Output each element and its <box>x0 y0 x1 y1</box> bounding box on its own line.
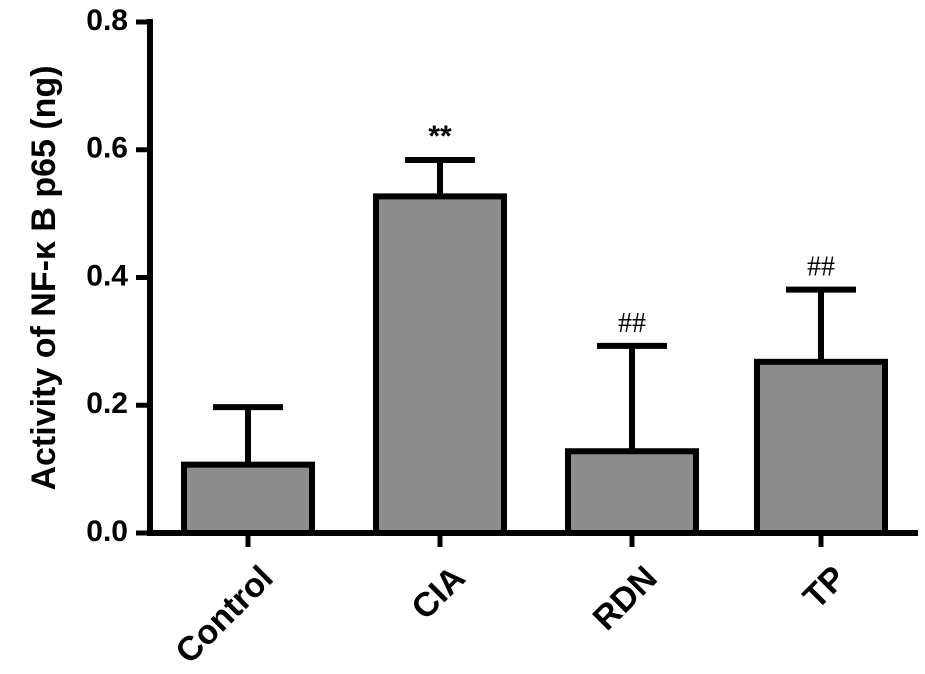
y-tick-label: 0.0 <box>86 515 128 548</box>
y-tick-label: 0.4 <box>86 259 128 292</box>
bar <box>565 448 699 536</box>
bar <box>754 358 888 536</box>
y-tick-label: 0.6 <box>86 132 128 165</box>
significance-annotation: ## <box>618 308 646 339</box>
x-tick-label: Control <box>168 559 280 671</box>
y-axis-label: Activity of NF-κ B p65 (ng) <box>25 65 63 490</box>
y-tick-label: 0.8 <box>86 4 128 37</box>
bar <box>373 193 507 536</box>
x-tick-label: CIA <box>404 559 472 627</box>
significance-annotation: ** <box>428 120 452 153</box>
significance-annotation: ## <box>807 252 835 283</box>
plot-area: 0.0 0.2 0.4 0.6 0.8 Control CIA ** RDN ## TP ## <box>86 4 918 671</box>
x-tick-label: TP <box>796 559 854 617</box>
x-tick-label: RDN <box>586 559 665 638</box>
y-tick-label: 0.2 <box>86 387 128 420</box>
bar <box>181 461 315 536</box>
